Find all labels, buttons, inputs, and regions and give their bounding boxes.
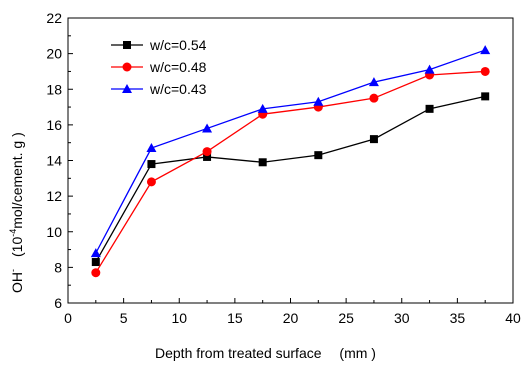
y-tick-label: 12 (46, 188, 62, 204)
x-axis-title: Depth from treated surface (mm ) (155, 345, 376, 361)
y-axis-label: OH (9, 272, 25, 293)
y-tick-label: 20 (46, 46, 62, 62)
data-point (314, 151, 322, 159)
data-point (203, 147, 212, 156)
y-axis-label-sup: - (8, 269, 18, 272)
legend-item: w/c=0.43 (111, 81, 207, 97)
y-tick-label: 22 (46, 10, 62, 26)
legend-label: w/c=0.43 (149, 81, 207, 97)
y-tick-label: 16 (46, 117, 62, 133)
plot-frame (68, 18, 513, 303)
x-tick-label: 10 (171, 310, 187, 326)
x-tick-label: 40 (505, 310, 521, 326)
y-tick-label: 8 (54, 259, 62, 275)
legend-label: w/c=0.48 (149, 59, 207, 75)
x-tick-label: 0 (64, 310, 72, 326)
x-tick-label: 15 (227, 310, 243, 326)
x-tick-label: 35 (450, 310, 466, 326)
y-axis-unit-exponent: -4 (8, 229, 18, 237)
y-tick-label: 10 (46, 224, 62, 240)
legend-item: w/c=0.48 (111, 59, 207, 75)
x-axis-label: Depth from treated surface (155, 345, 322, 361)
legend-label: w/c=0.54 (149, 37, 207, 53)
data-point (370, 135, 378, 143)
x-tick-label: 30 (394, 310, 410, 326)
y-tick-label: 6 (54, 295, 62, 311)
legend-marker (123, 41, 131, 49)
data-point (425, 65, 435, 74)
data-point (480, 45, 490, 54)
x-tick-label: 5 (120, 310, 128, 326)
data-point (481, 92, 489, 100)
axis-tick-labels: 0 5 10 15 20 25 30 35 40 6 8 10 12 14 16 18 20 22 (46, 10, 521, 326)
data-point (91, 268, 100, 277)
data-point (313, 97, 323, 106)
data-point (481, 67, 490, 76)
x-axis-unit: (mm ) (339, 345, 376, 361)
y-axis-unit-rest: mol/cement. g ) (9, 132, 25, 228)
axis-ticks (68, 18, 513, 303)
legend-marker (123, 63, 132, 72)
x-tick-label: 25 (338, 310, 354, 326)
data-point (146, 143, 156, 152)
legend-item: w/c=0.54 (111, 37, 207, 53)
y-tick-label: 14 (46, 153, 62, 169)
data-point (202, 123, 212, 132)
data-point (259, 158, 267, 166)
series-2 (91, 67, 489, 277)
data-point (92, 258, 100, 266)
series-line (96, 71, 485, 272)
x-tick-label: 20 (283, 310, 299, 326)
y-axis-title: OH- (10-4mol/cement. g ) (8, 132, 25, 293)
legend: w/c=0.54 w/c=0.48 w/c=0.43 (111, 37, 207, 97)
data-point (369, 94, 378, 103)
y-axis-unit-open: (10 (9, 237, 25, 257)
data-point (147, 177, 156, 186)
data-point (426, 105, 434, 113)
data-point (91, 248, 101, 257)
series-group (91, 45, 490, 277)
y-tick-label: 18 (46, 81, 62, 97)
data-point (147, 160, 155, 168)
